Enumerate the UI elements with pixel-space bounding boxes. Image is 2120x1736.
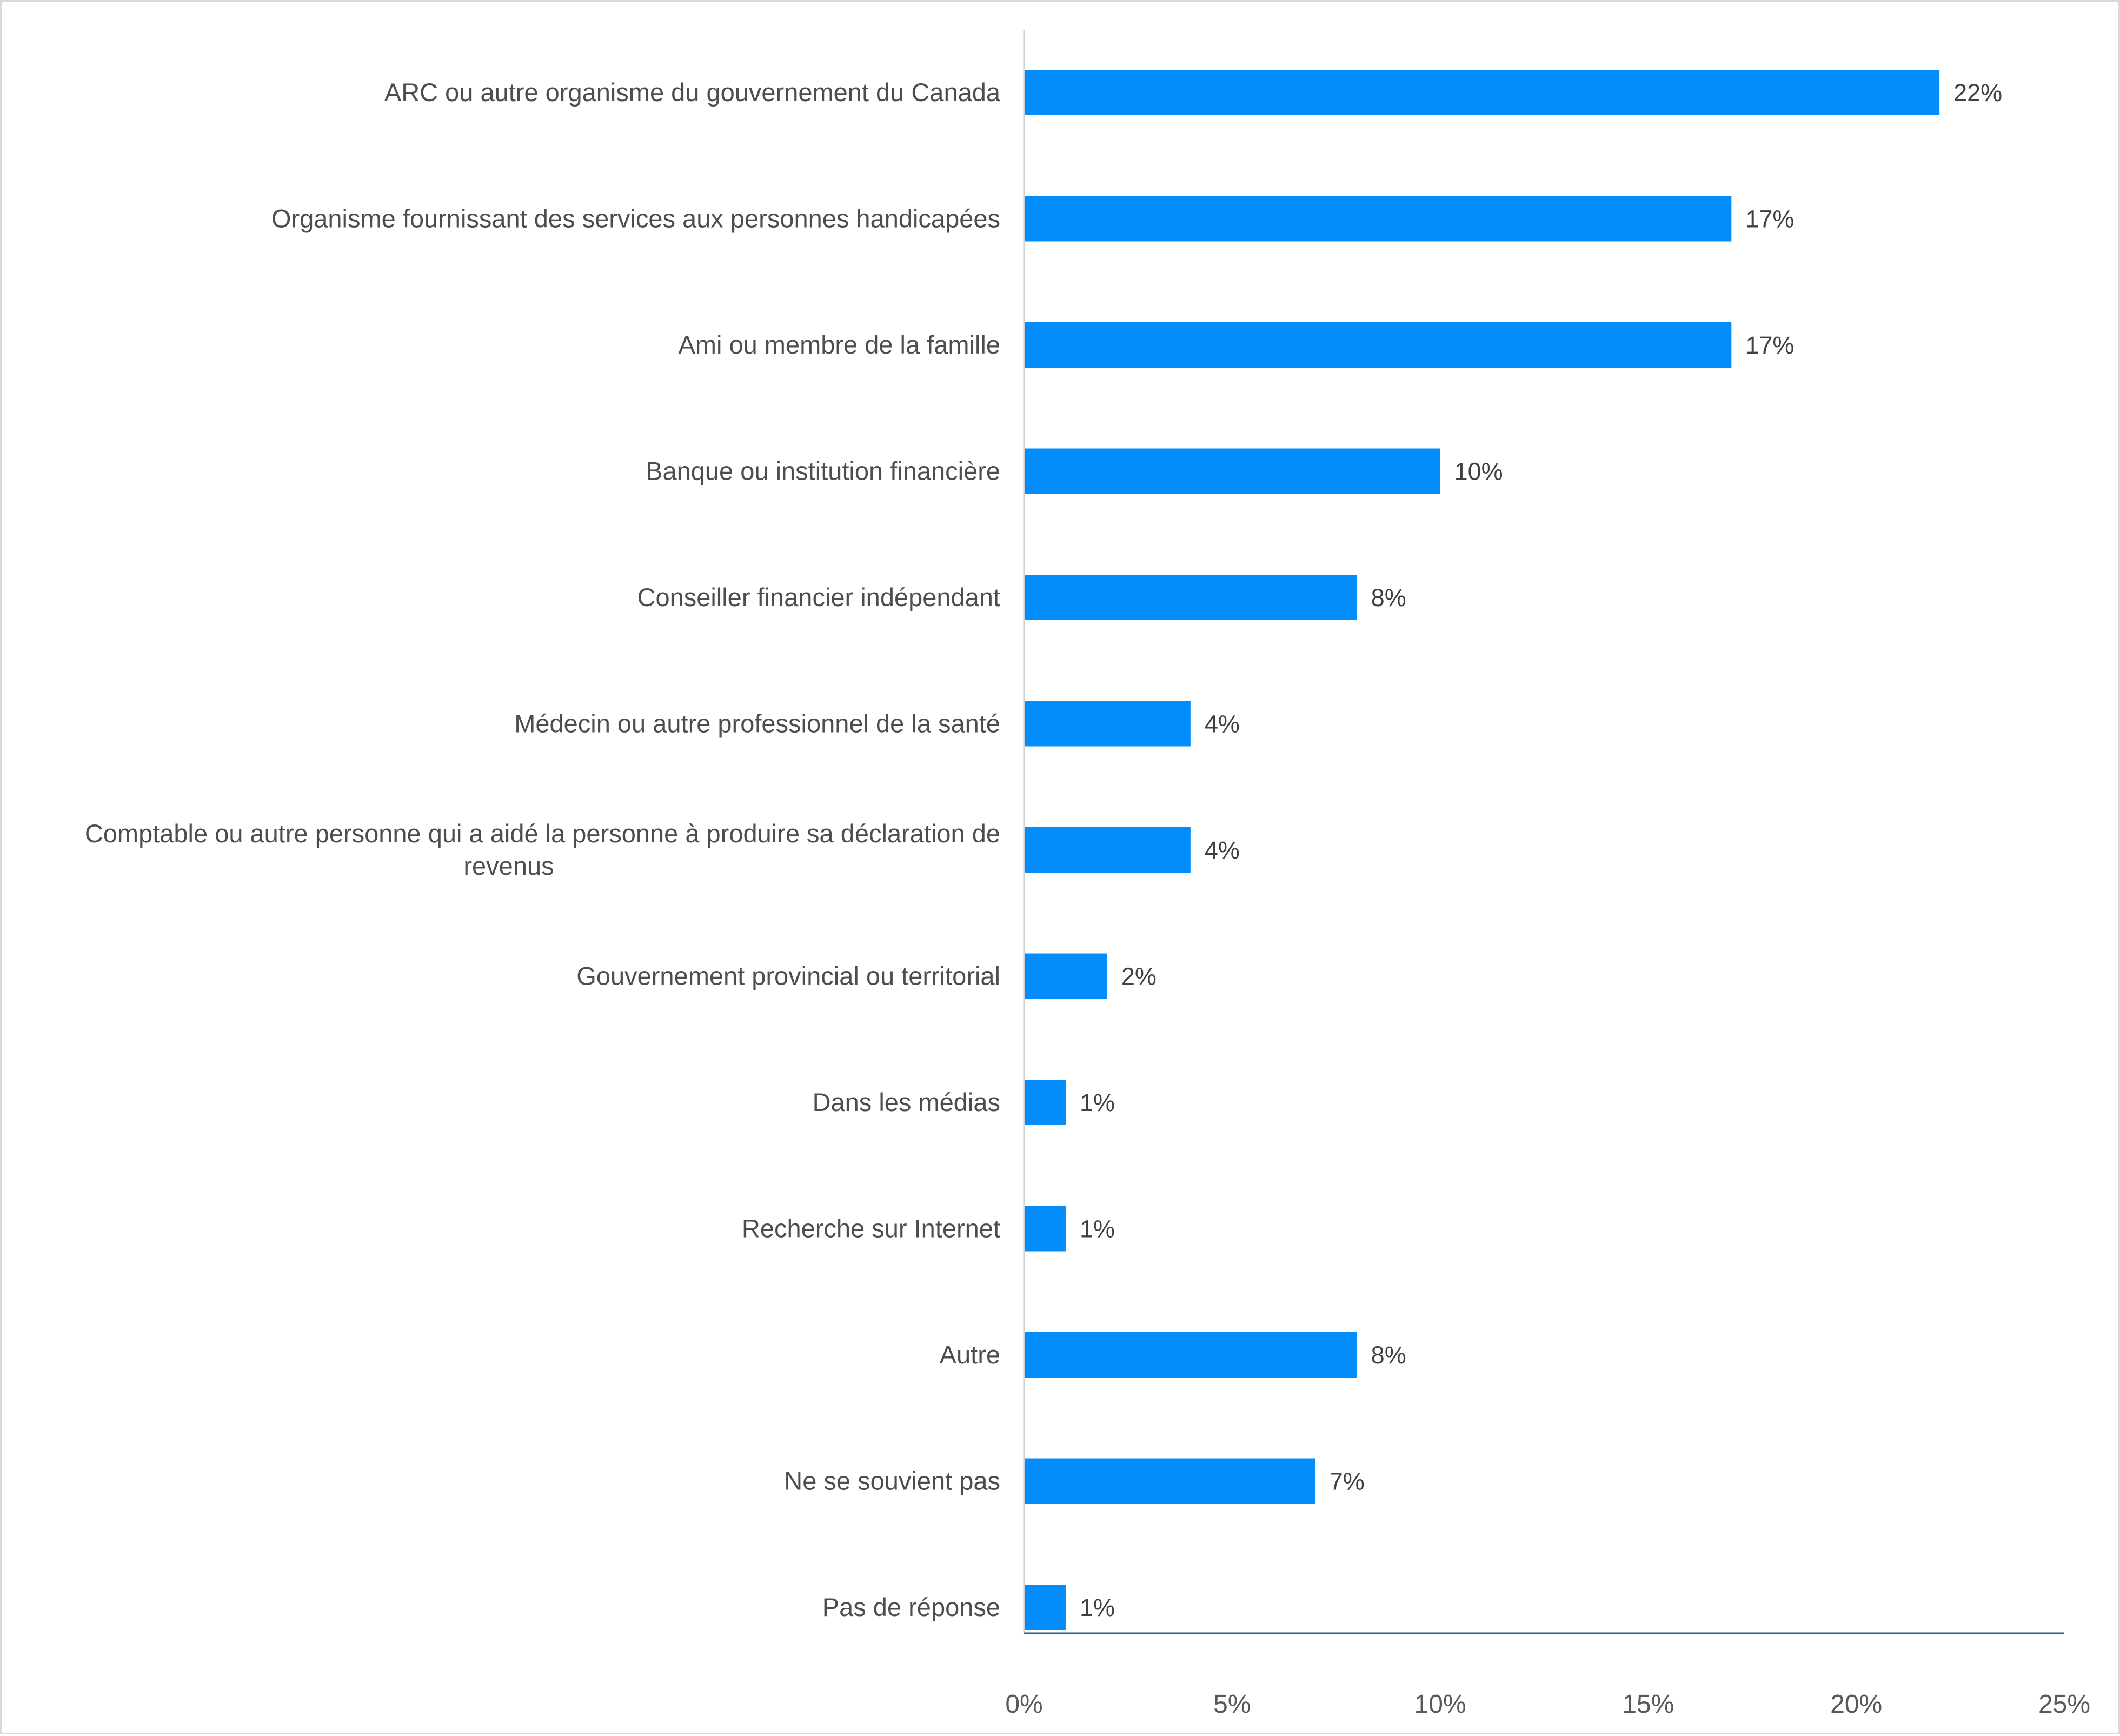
category-label: Ami ou membre de la famille	[678, 330, 1000, 359]
bar-value-label: 8%	[1371, 584, 1406, 611]
bar-value-label: 1%	[1080, 1215, 1115, 1243]
category-label: Autre	[940, 1340, 1000, 1369]
bars-group	[1024, 70, 1940, 1630]
axes: 0% 5% 10% 15% 20% 25%	[1005, 30, 2090, 1719]
bar-value-label: 10%	[1454, 458, 1503, 485]
bar-value-label: 17%	[1745, 331, 1794, 359]
category-label: Conseiller financier indépendant	[637, 583, 1001, 611]
bar-value-label: 7%	[1330, 1468, 1365, 1495]
bar	[1024, 322, 1732, 368]
category-label: Recherche sur Internet	[742, 1214, 1000, 1243]
x-tick-label: 20%	[1830, 1690, 1882, 1719]
bar	[1024, 196, 1732, 242]
x-tick-label: 15%	[1622, 1690, 1674, 1719]
bar	[1024, 70, 1940, 115]
category-label: ARC ou autre organisme du gouvernement d…	[384, 78, 1001, 107]
bar	[1024, 953, 1107, 999]
category-label: revenus	[463, 852, 554, 880]
category-labels: ARC ou autre organisme du gouvernement d…	[85, 78, 1001, 1621]
x-tick-label: 5%	[1213, 1690, 1251, 1719]
value-labels: 22% 17% 17% 10% 8% 4% 4% 2% 1% 1% 8% 7% 1%	[1080, 79, 2002, 1621]
bar-value-label: 1%	[1080, 1594, 1115, 1621]
bar-value-label: 1%	[1080, 1089, 1115, 1116]
category-label: Ne se souvient pas	[784, 1467, 1000, 1495]
bar-value-label: 17%	[1745, 205, 1794, 233]
category-label: Dans les médias	[813, 1088, 1000, 1116]
bar	[1024, 1458, 1315, 1504]
bar-value-label: 4%	[1205, 836, 1240, 864]
bar	[1024, 1332, 1357, 1378]
x-tick-label: 0%	[1005, 1690, 1042, 1719]
category-label: Organisme fournissant des services aux p…	[271, 204, 1000, 233]
bar-value-label: 8%	[1371, 1341, 1406, 1369]
bar-value-label: 22%	[1953, 79, 2002, 107]
x-tick-label: 25%	[2038, 1690, 2090, 1719]
category-label: Médecin ou autre professionnel de la san…	[514, 709, 1000, 738]
bar-value-label: 4%	[1205, 710, 1240, 738]
x-tick-label: 10%	[1414, 1690, 1466, 1719]
bar	[1024, 827, 1191, 873]
bar	[1024, 1080, 1066, 1125]
category-label: Banque ou institution financière	[646, 457, 1000, 485]
bar-value-label: 2%	[1121, 963, 1157, 990]
bar	[1024, 1206, 1066, 1252]
bar	[1024, 701, 1191, 747]
category-label: Comptable ou autre personne qui a aidé l…	[85, 819, 1000, 848]
category-label: Pas de réponse	[822, 1593, 1000, 1621]
bar	[1024, 448, 1440, 494]
bar	[1024, 575, 1357, 620]
category-label: Gouvernement provincial ou territorial	[576, 962, 1000, 990]
bar	[1024, 1585, 1066, 1630]
